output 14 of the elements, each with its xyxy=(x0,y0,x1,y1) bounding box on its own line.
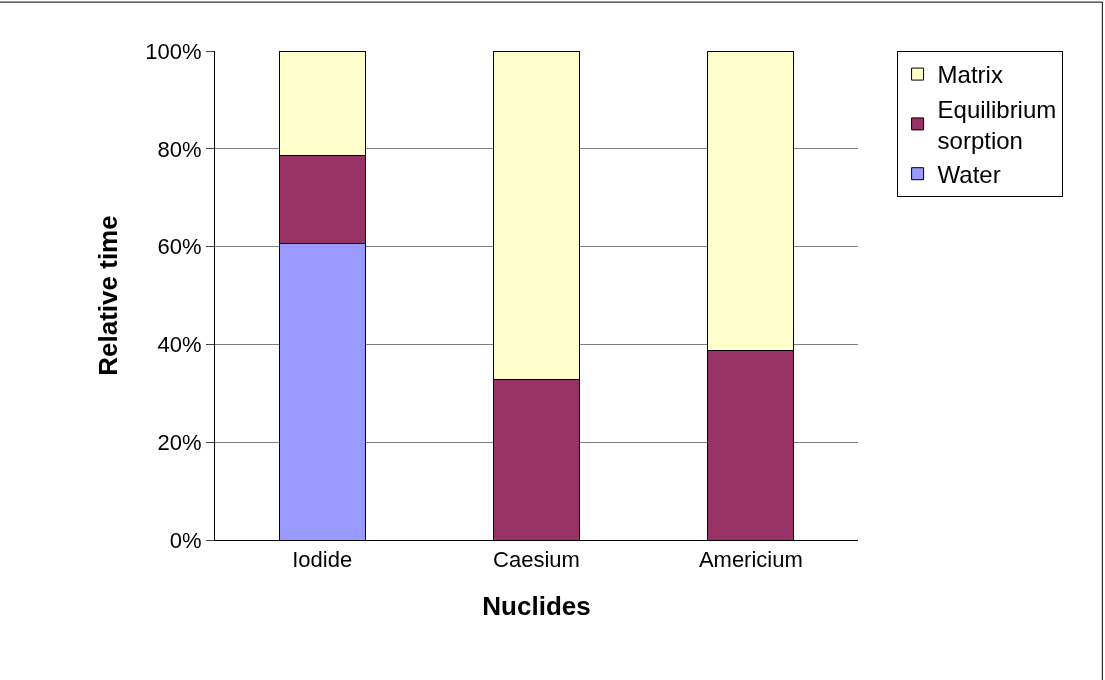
y-tick-label: 40% xyxy=(157,332,202,358)
x-axis-title: Nuclides xyxy=(482,591,591,622)
x-tick-label: Iodide xyxy=(292,547,353,573)
y-tick-label: 100% xyxy=(145,38,202,64)
y-tick-label: 20% xyxy=(157,429,202,455)
y-tick-label: 80% xyxy=(157,136,202,162)
x-tick-label: Americium xyxy=(698,547,803,573)
legend-label: Water xyxy=(937,161,1001,189)
legend-label: Matrix xyxy=(937,61,1003,89)
y-tick-label: 0% xyxy=(169,527,202,553)
x-tick-label: Caesium xyxy=(493,547,580,573)
y-tick-label: 60% xyxy=(157,234,202,260)
legend-label: Equilibrium sorption xyxy=(937,95,1057,154)
y-axis-title: Relative time xyxy=(92,215,123,376)
